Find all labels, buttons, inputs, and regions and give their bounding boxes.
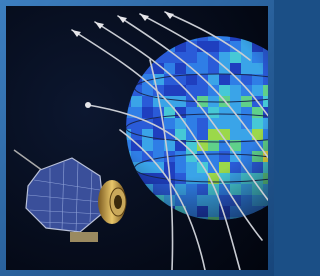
sensor-lens — [114, 195, 122, 209]
base-module — [70, 232, 98, 242]
particle — [85, 102, 91, 108]
illustration — [0, 0, 274, 276]
page: (() => { const g = document.getElementBy… — [0, 0, 274, 276]
